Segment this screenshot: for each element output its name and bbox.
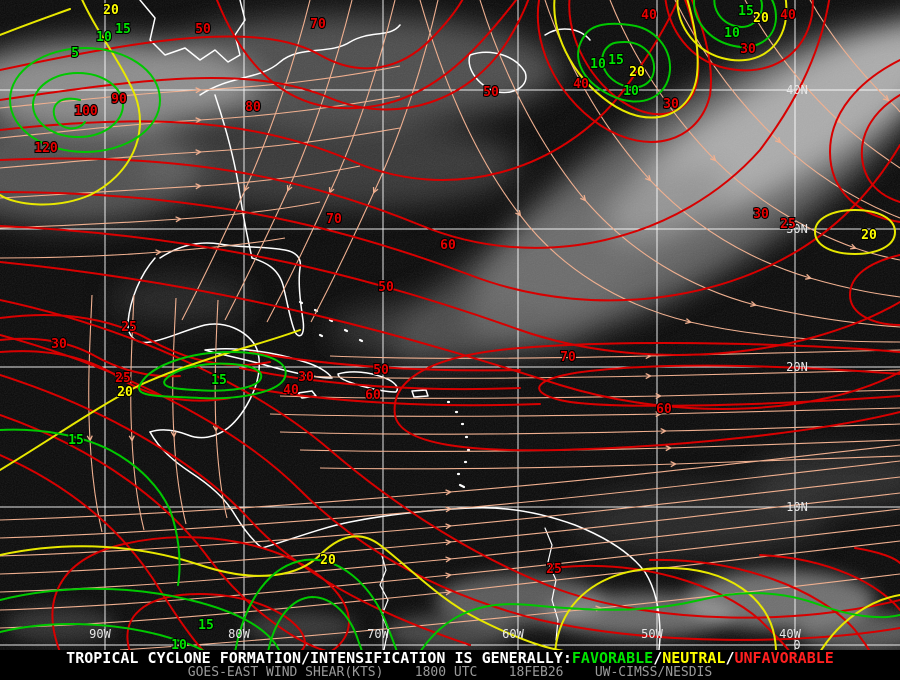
contour-label: 20 bbox=[103, 3, 119, 18]
coastlines bbox=[127, 0, 661, 650]
contour-label: 30 bbox=[740, 42, 756, 57]
lon-label: 80W bbox=[228, 627, 250, 641]
legend-sep1: / bbox=[653, 649, 663, 667]
contour-label: 60 bbox=[656, 402, 672, 417]
credit-time: 1800 UTC bbox=[414, 665, 478, 680]
contour-label: 15 bbox=[608, 53, 624, 68]
contour-label: 100 bbox=[74, 104, 98, 119]
lon-label: 40W bbox=[779, 627, 801, 641]
contour-label: 20 bbox=[117, 385, 133, 400]
contour-label: 15 bbox=[198, 618, 214, 633]
lat-label: 40N bbox=[786, 83, 808, 97]
contour-label: 5 bbox=[71, 46, 79, 61]
graticule bbox=[0, 0, 900, 650]
contour-label: 10 bbox=[171, 638, 187, 650]
legend-sep2: / bbox=[725, 649, 735, 667]
contour-label: 60 bbox=[365, 388, 381, 403]
contour-label: 70 bbox=[560, 350, 576, 365]
contour-label: 90 bbox=[111, 92, 127, 107]
streamlines bbox=[0, 0, 900, 650]
contour-label: 50 bbox=[373, 363, 389, 378]
lat-label: 0 bbox=[793, 638, 800, 650]
contour-label: 80 bbox=[245, 100, 261, 115]
lon-label: 60W bbox=[502, 627, 524, 641]
contour-label: 15 bbox=[115, 22, 131, 37]
legend-line: TROPICAL CYCLONE FORMATION/INTENSIFICATI… bbox=[0, 650, 900, 666]
contour-label: 25 bbox=[546, 562, 562, 577]
contour-label: 20 bbox=[629, 65, 645, 80]
contour-label: 10 bbox=[724, 26, 740, 41]
lon-label: 70W bbox=[367, 627, 389, 641]
contour-label: 25 bbox=[780, 217, 796, 232]
contour-label: 120 bbox=[34, 141, 58, 156]
lat-label: 10N bbox=[786, 500, 808, 514]
contour-label: 10 bbox=[623, 84, 639, 99]
contour-label: 20 bbox=[861, 228, 877, 243]
contour-label: 25 bbox=[121, 320, 137, 335]
contour-label: 40 bbox=[573, 77, 589, 92]
contour-label: 70 bbox=[310, 17, 326, 32]
lat-label: 20N bbox=[786, 360, 808, 374]
legend-favorable: FAVORABLE bbox=[571, 649, 654, 667]
contour-label: 10 bbox=[590, 57, 606, 72]
credit-date: 18FEB26 bbox=[508, 665, 564, 680]
contour-label: 50 bbox=[195, 22, 211, 37]
contour-label: 70 bbox=[326, 212, 342, 227]
contour-label: 25 bbox=[115, 371, 131, 386]
contour-label: 50 bbox=[378, 280, 394, 295]
contour-label: 15 bbox=[211, 373, 227, 388]
contour-label: 50 bbox=[483, 85, 499, 100]
legend-neutral: NEUTRAL bbox=[662, 649, 726, 667]
credit-line: GOES-EAST WIND SHEAR(KTS) 1800 UTC 18FEB… bbox=[0, 666, 900, 679]
grid-labels: 90W 80W 70W 60W 50W 40W 40N 30N 20N 10N 0 bbox=[89, 83, 808, 650]
contour-label: 15 bbox=[68, 433, 84, 448]
lon-label: 50W bbox=[641, 627, 663, 641]
legend-unfavorable: UNFAVORABLE bbox=[734, 649, 834, 667]
contour-label: 30 bbox=[51, 337, 67, 352]
lat-label: 30N bbox=[786, 222, 808, 236]
contour-label: 30 bbox=[298, 370, 314, 385]
lon-label: 90W bbox=[89, 627, 111, 641]
contour-label: 40 bbox=[641, 8, 657, 23]
contour-label: 40 bbox=[780, 8, 796, 23]
contour-label: 30 bbox=[753, 207, 769, 222]
contour-label: 15 bbox=[738, 4, 754, 19]
contour-label: 20 bbox=[753, 11, 769, 26]
contour-label: 60 bbox=[440, 238, 456, 253]
legend-title: TROPICAL CYCLONE FORMATION/INTENSIFICATI… bbox=[66, 649, 572, 667]
credit-product: GOES-EAST WIND SHEAR(KTS) bbox=[187, 665, 384, 680]
credit-source: UW-CIMSS/NESDIS bbox=[594, 665, 713, 680]
footer-legend: TROPICAL CYCLONE FORMATION/INTENSIFICATI… bbox=[0, 650, 900, 680]
contour-label: 30 bbox=[663, 97, 679, 112]
contour-label: 10 bbox=[96, 30, 112, 45]
contours-favorable bbox=[0, 0, 900, 650]
contour-label: 40 bbox=[283, 383, 299, 398]
contour-label: 20 bbox=[320, 553, 336, 568]
